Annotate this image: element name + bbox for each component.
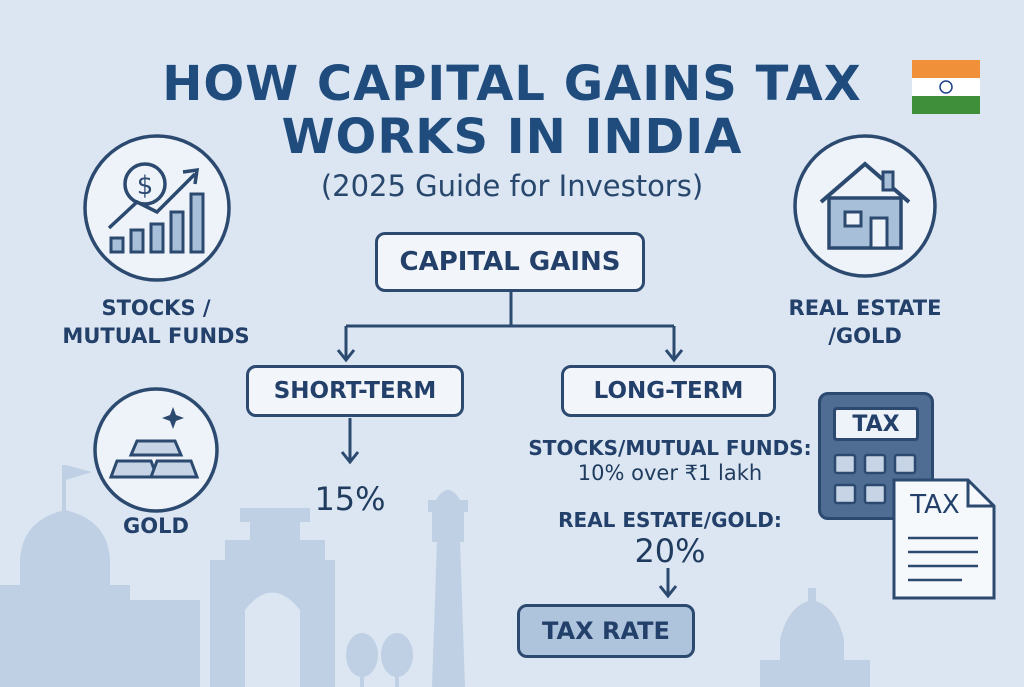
subtitle: (2025 Guide for Investors)	[320, 169, 704, 203]
tax-document-heading: TAX	[910, 490, 960, 520]
calculator-keys	[833, 453, 917, 505]
stocks-label-1: STOCKS /	[101, 296, 211, 320]
stocks-tax-label: STOCKS/MUTUAL FUNDS:	[528, 436, 812, 460]
real-estate-label-2: /GOLD	[828, 324, 902, 348]
calculator-screen: TAX	[833, 407, 919, 441]
short-term-rate: 15%	[314, 480, 386, 518]
india-flag-icon	[912, 60, 980, 114]
gold-bars-icon	[93, 387, 219, 513]
house-icon	[793, 134, 937, 278]
tax-rate-label: TAX RATE	[542, 617, 670, 645]
tax-document-icon	[892, 478, 996, 600]
stocks-chart-icon: $	[83, 134, 231, 282]
short-term-box: SHORT-TERM	[246, 365, 464, 417]
gold-label: GOLD	[123, 514, 189, 538]
real-estate-label-1: REAL ESTATE	[788, 296, 942, 320]
capital-gains-label: CAPITAL GAINS	[399, 247, 621, 277]
svg-text:$: $	[137, 171, 154, 201]
stocks-label-2: MUTUAL FUNDS	[62, 324, 250, 348]
tax-rate-box: TAX RATE	[517, 604, 695, 658]
real-estate-tax-label: REAL ESTATE/GOLD:	[558, 508, 782, 532]
stocks-tax-rate: 10% over ₹1 lakh	[577, 461, 763, 485]
long-term-box: LONG-TERM	[561, 365, 776, 417]
real-estate-tax-rate: 20%	[634, 532, 706, 570]
title-line-2: WORKS IN INDIA	[281, 109, 743, 165]
long-term-label: LONG-TERM	[593, 378, 744, 404]
calculator-screen-text: TAX	[852, 411, 900, 437]
title-line-1: HOW CAPITAL GAINS TAX	[162, 56, 862, 112]
short-term-label: SHORT-TERM	[273, 378, 437, 404]
capital-gains-box: CAPITAL GAINS	[375, 232, 645, 292]
